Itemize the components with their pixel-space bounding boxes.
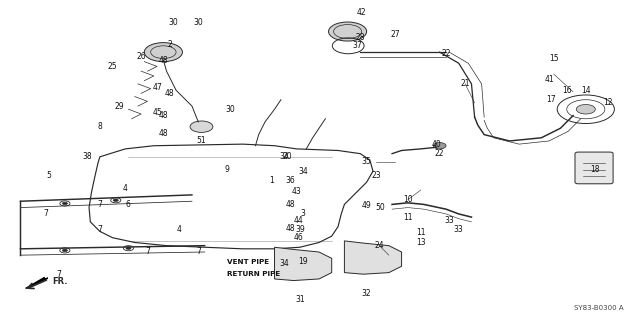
Text: 14: 14 — [581, 86, 591, 95]
Text: 29: 29 — [114, 101, 124, 111]
Text: 39: 39 — [295, 225, 305, 234]
Text: 37: 37 — [352, 41, 362, 50]
Text: 2: 2 — [167, 40, 172, 49]
Text: 30: 30 — [225, 105, 235, 114]
Text: 44: 44 — [293, 216, 303, 225]
Text: SY83-B0300 A: SY83-B0300 A — [574, 305, 624, 311]
Text: 30: 30 — [168, 18, 178, 27]
Text: 10: 10 — [403, 195, 413, 204]
Text: 9: 9 — [225, 165, 229, 174]
Text: 50: 50 — [376, 203, 385, 212]
Text: 34: 34 — [298, 167, 308, 176]
Text: 12: 12 — [604, 99, 612, 108]
Circle shape — [433, 142, 446, 149]
Text: 48: 48 — [159, 129, 168, 138]
Text: 36: 36 — [286, 176, 295, 185]
Text: 40: 40 — [432, 140, 441, 148]
Text: 48: 48 — [286, 224, 295, 233]
Text: 17: 17 — [546, 95, 556, 104]
Text: 15: 15 — [549, 54, 559, 63]
Text: 4: 4 — [123, 184, 128, 193]
Text: 27: 27 — [390, 30, 400, 39]
Text: 26: 26 — [137, 52, 146, 61]
Text: 51: 51 — [197, 136, 206, 146]
Text: 22: 22 — [435, 149, 445, 158]
Text: 7: 7 — [196, 247, 201, 257]
Text: 43: 43 — [292, 187, 302, 196]
Text: 42: 42 — [357, 8, 366, 17]
Circle shape — [126, 247, 131, 250]
Text: 20: 20 — [283, 152, 292, 161]
Text: 46: 46 — [293, 233, 304, 242]
Text: 16: 16 — [562, 86, 572, 95]
Circle shape — [63, 202, 68, 205]
Text: 7: 7 — [56, 270, 61, 279]
Text: 41: 41 — [544, 75, 554, 84]
Text: 7: 7 — [145, 247, 150, 257]
Circle shape — [576, 105, 595, 114]
Text: 1: 1 — [269, 176, 274, 185]
Text: 33: 33 — [454, 225, 464, 234]
Text: 32: 32 — [362, 289, 371, 298]
Circle shape — [113, 199, 118, 202]
Circle shape — [144, 43, 182, 62]
Text: 25: 25 — [108, 62, 117, 71]
Text: 21: 21 — [461, 79, 470, 88]
Circle shape — [63, 249, 68, 252]
Text: 48: 48 — [159, 111, 168, 120]
Polygon shape — [274, 247, 332, 281]
Text: 45: 45 — [152, 108, 162, 117]
Text: 13: 13 — [416, 238, 426, 247]
Text: 7: 7 — [98, 225, 102, 234]
Text: 11: 11 — [416, 228, 426, 237]
Text: 24: 24 — [375, 241, 384, 250]
Text: 3: 3 — [300, 209, 306, 219]
Text: 22: 22 — [441, 49, 451, 58]
Text: 7: 7 — [43, 209, 48, 219]
Text: 28: 28 — [355, 33, 365, 42]
Text: 35: 35 — [362, 157, 371, 166]
Text: RETURN PIPE: RETURN PIPE — [227, 271, 280, 277]
Text: 48: 48 — [165, 89, 175, 98]
Text: 11: 11 — [403, 212, 413, 221]
Text: VENT PIPE: VENT PIPE — [227, 259, 269, 265]
Text: 48: 48 — [286, 200, 295, 209]
Text: 19: 19 — [299, 257, 308, 266]
Text: 7: 7 — [98, 200, 102, 209]
Text: 5: 5 — [47, 172, 52, 180]
Polygon shape — [345, 241, 401, 274]
FancyBboxPatch shape — [575, 152, 613, 184]
Text: 18: 18 — [591, 165, 600, 174]
Text: 33: 33 — [444, 216, 454, 225]
Text: 4: 4 — [177, 225, 182, 234]
Text: FR.: FR. — [52, 277, 68, 286]
Text: 48: 48 — [159, 56, 168, 65]
Text: 47: 47 — [152, 83, 162, 92]
Text: 34: 34 — [279, 259, 289, 268]
Circle shape — [190, 121, 213, 132]
Text: 6: 6 — [126, 200, 131, 209]
Polygon shape — [26, 277, 48, 288]
Text: 23: 23 — [371, 172, 381, 180]
Text: 38: 38 — [82, 152, 92, 161]
Text: 34: 34 — [279, 152, 289, 161]
Text: 31: 31 — [295, 295, 305, 304]
Text: 30: 30 — [193, 18, 203, 27]
Text: 49: 49 — [362, 202, 371, 211]
Circle shape — [329, 22, 367, 41]
Text: 8: 8 — [98, 122, 102, 131]
